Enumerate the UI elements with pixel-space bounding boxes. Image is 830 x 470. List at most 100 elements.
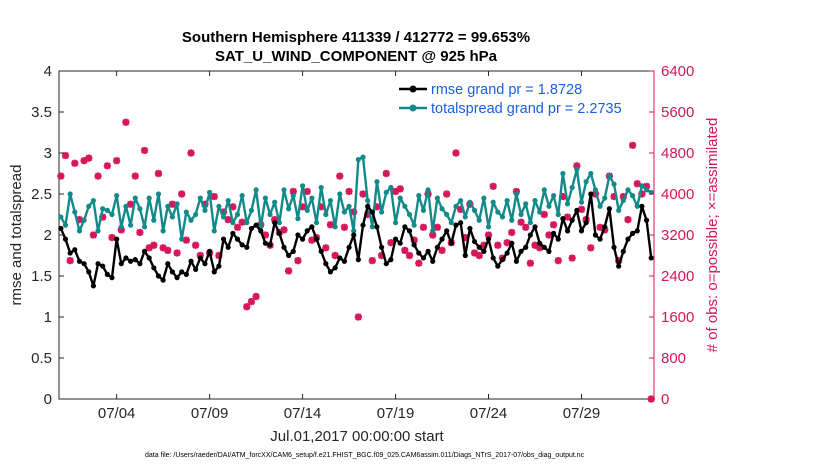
obs-point-glyph (317, 203, 325, 211)
rmse-point (290, 248, 296, 254)
spread-point (458, 197, 464, 204)
rmse-point (402, 224, 408, 230)
obs-point-glyph (154, 169, 163, 178)
spread-point (141, 224, 148, 230)
obs-point-glyph (359, 190, 367, 198)
chart-subtitle: SAT_U_WIND_COMPONENT @ 925 hPa (215, 48, 498, 65)
spread-point (309, 195, 315, 201)
spread-point (239, 193, 245, 199)
obs-point-glyph (238, 218, 246, 226)
rmse-point (406, 228, 413, 234)
spread-point (313, 220, 320, 226)
obs-point-glyph (382, 169, 390, 178)
obs-point-glyph (89, 231, 97, 239)
left-axis-label: rmse and totalspread (8, 165, 25, 306)
spread-point (360, 154, 366, 160)
spread-point (169, 214, 176, 220)
obs-point (382, 169, 390, 178)
obs-point-glyph (396, 185, 404, 193)
spread-point (104, 207, 110, 213)
obs-point-glyph (610, 192, 618, 201)
obs-point-glyph (401, 246, 409, 254)
spread-point (550, 193, 557, 199)
rmse-point (374, 224, 380, 230)
rmse-point (327, 269, 334, 275)
chart-title: Southern Hemisphere 411339 / 412772 = 99… (182, 29, 530, 46)
spread-point (351, 228, 357, 234)
obs-point (559, 192, 567, 201)
obs-point (429, 231, 437, 239)
obs-point-glyph (224, 216, 232, 224)
obs-point-glyph (103, 162, 111, 170)
rmse-point (114, 236, 120, 242)
left-tick-label: 2 (44, 227, 52, 244)
obs-point (215, 251, 223, 260)
spread-point (504, 197, 510, 204)
obs-point-glyph (182, 236, 190, 244)
rmse-point (202, 261, 208, 267)
spread-point (202, 207, 208, 213)
right-tick-label: 6400 (661, 63, 694, 80)
spread-point (276, 220, 282, 226)
obs-point-glyph (178, 190, 186, 198)
rmse-point (462, 252, 468, 259)
obs-point (526, 259, 534, 267)
rmse-point (537, 240, 543, 246)
spread-point (444, 211, 450, 218)
rmse-point (360, 222, 366, 228)
rmse-point (634, 228, 640, 234)
obs-point-glyph (243, 303, 251, 311)
obs-point-glyph (331, 251, 339, 260)
rmse-point (276, 230, 282, 236)
rmse-point (351, 232, 357, 238)
spread-point (146, 195, 152, 201)
obs-point-glyph (494, 241, 502, 249)
obs-point (75, 216, 84, 224)
right-axis-ticks: 0 800 1600 2400 3200 4000 4800 5600 6400 (649, 63, 694, 408)
obs-point (326, 221, 335, 229)
obs-point-glyph (303, 187, 311, 196)
obs-point-glyph (563, 213, 572, 221)
spread-point (253, 187, 259, 193)
obs-point (629, 141, 637, 149)
rmse-point (597, 236, 603, 242)
obs-point (354, 313, 362, 321)
spread-point (100, 206, 106, 212)
spread-point (564, 201, 571, 207)
obs-point-glyph (136, 228, 144, 237)
spread-point (509, 217, 515, 223)
left-tick-label: 0 (44, 391, 52, 408)
spread-point (165, 203, 171, 209)
rmse-point (146, 255, 152, 261)
obs-point-glyph (438, 246, 446, 254)
obs-point (545, 231, 553, 239)
spread-point (634, 203, 640, 209)
rmse-point (499, 257, 506, 263)
rmse-point (388, 257, 394, 263)
spread-point (448, 220, 454, 226)
obs-point (438, 246, 446, 254)
rmse-point (239, 242, 245, 248)
rmse-point (332, 265, 338, 271)
obs-point (642, 182, 651, 190)
left-tick-label: 0.5 (31, 350, 52, 367)
rmse-point (625, 236, 631, 242)
rmse-point (104, 271, 110, 277)
obs-point (219, 208, 228, 216)
spread-point (541, 187, 547, 193)
x-tick-label: 07/09 (191, 405, 229, 422)
spread-point (374, 179, 380, 185)
rmse-point (630, 230, 636, 236)
obs-point-glyph (71, 159, 79, 167)
rmse-point (509, 240, 515, 246)
obs-point-glyph (629, 141, 637, 149)
spread-point (606, 173, 612, 179)
obs-point (577, 205, 586, 213)
obs-point (531, 241, 539, 249)
rmse-point (602, 224, 608, 230)
obs-point-glyph (619, 192, 627, 201)
rmse-point (118, 261, 124, 267)
spread-point (425, 187, 431, 193)
obs-point-glyph (261, 231, 269, 239)
obs-point (201, 200, 209, 208)
